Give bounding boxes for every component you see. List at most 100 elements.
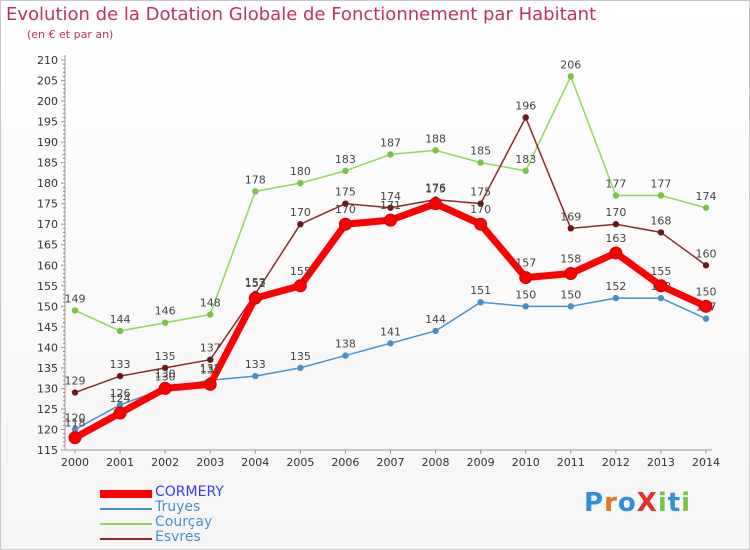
legend-swatch-cormery — [100, 490, 152, 498]
data-label: 174 — [380, 190, 401, 203]
data-point — [68, 431, 82, 445]
logo-letter: r — [604, 488, 618, 518]
data-label: 130 — [155, 367, 176, 380]
data-point — [113, 406, 127, 420]
data-point — [293, 279, 307, 293]
data-label: 150 — [696, 285, 717, 298]
data-label: 126 — [110, 387, 131, 400]
data-point — [477, 299, 484, 306]
logo-letter: i — [681, 488, 692, 518]
data-point — [297, 364, 304, 372]
y-tick-label: 170 — [37, 218, 58, 231]
x-tick-label: 2001 — [106, 456, 134, 469]
logo-letter: X — [636, 488, 658, 518]
data-point — [161, 364, 169, 372]
data-label: 148 — [200, 297, 221, 310]
data-point — [522, 167, 529, 175]
data-label: 120 — [65, 411, 86, 424]
data-point — [432, 147, 439, 154]
data-point — [474, 217, 488, 231]
data-label: 152 — [245, 277, 266, 290]
data-point — [338, 217, 352, 231]
data-label: 196 — [515, 99, 536, 112]
y-tick-label: 135 — [37, 362, 58, 375]
data-point — [387, 340, 394, 347]
y-tick-label: 195 — [37, 116, 58, 129]
data-label: 149 — [65, 292, 86, 305]
data-label: 138 — [335, 338, 356, 351]
data-point — [612, 294, 620, 302]
y-tick-label: 180 — [37, 177, 58, 190]
data-point — [342, 167, 349, 175]
y-tick-label: 140 — [37, 341, 58, 354]
data-label: 155 — [290, 265, 311, 278]
data-label: 124 — [110, 392, 131, 405]
chart-title: Evolution de la Dotation Globale de Fonc… — [6, 4, 597, 25]
logo-letter: t — [667, 488, 682, 518]
data-label: 171 — [380, 199, 401, 212]
data-point — [477, 200, 484, 207]
data-point — [342, 352, 349, 359]
data-point — [297, 179, 304, 187]
data-point — [612, 192, 620, 199]
data-point — [657, 229, 665, 236]
x-tick-label: 2009 — [467, 456, 495, 469]
legend-label-courcay: Courçay — [155, 514, 213, 530]
data-point — [657, 294, 665, 302]
y-tick-label: 190 — [37, 136, 58, 149]
data-point — [207, 356, 214, 363]
y-tick-label: 130 — [37, 382, 58, 395]
data-label: 176 — [425, 182, 446, 195]
data-point — [252, 188, 259, 195]
data-point — [612, 221, 620, 228]
y-tick-label: 200 — [37, 95, 58, 108]
x-tick-label: 2006 — [331, 456, 359, 469]
data-point — [564, 266, 578, 280]
data-point — [702, 315, 710, 322]
data-label: 130 — [155, 370, 176, 383]
logo-letter: i — [657, 488, 668, 518]
data-label: 152 — [605, 280, 626, 293]
data-point — [116, 401, 124, 409]
data-point — [387, 204, 394, 211]
data-label: 177 — [605, 177, 626, 190]
data-point — [116, 327, 124, 335]
x-tick-label: 2014 — [692, 456, 720, 469]
data-label: 150 — [515, 288, 536, 301]
x-tick-label: 2005 — [286, 456, 314, 469]
data-point — [477, 159, 484, 166]
data-label: 144 — [110, 313, 131, 326]
data-label: 146 — [155, 305, 176, 318]
y-tick-label: 210 — [37, 54, 58, 67]
data-point — [384, 213, 397, 227]
x-tick-label: 2000 — [61, 456, 89, 469]
data-label: 187 — [380, 136, 401, 149]
data-label: 170 — [290, 206, 311, 219]
data-point — [71, 389, 79, 396]
data-label: 153 — [245, 276, 266, 289]
data-label: 180 — [290, 165, 311, 178]
legend-item-cormery: CORMERY — [100, 484, 300, 501]
data-label: 175 — [335, 186, 356, 199]
data-label: 131 — [200, 363, 221, 376]
y-tick-label: 125 — [37, 403, 58, 416]
data-label: 170 — [470, 203, 491, 216]
legend-label-cormery: CORMERY — [155, 484, 224, 500]
legend-item-courcay: Courçay — [100, 514, 300, 531]
x-tick-label: 2011 — [557, 456, 585, 469]
legend-item-truyes: Truyes — [100, 499, 300, 516]
y-tick-label: 160 — [37, 259, 58, 272]
data-point — [116, 372, 124, 380]
data-label: 170 — [335, 203, 356, 216]
x-tick-label: 2012 — [602, 456, 630, 469]
data-point — [567, 303, 574, 310]
y-tick-label: 150 — [37, 300, 58, 313]
data-label: 163 — [605, 232, 626, 245]
legend-swatch-courcay — [100, 523, 152, 525]
data-label: 183 — [515, 153, 536, 166]
x-tick-label: 2013 — [647, 456, 675, 469]
data-label: 141 — [380, 325, 401, 338]
data-label: 206 — [560, 58, 581, 71]
data-point — [522, 114, 529, 121]
